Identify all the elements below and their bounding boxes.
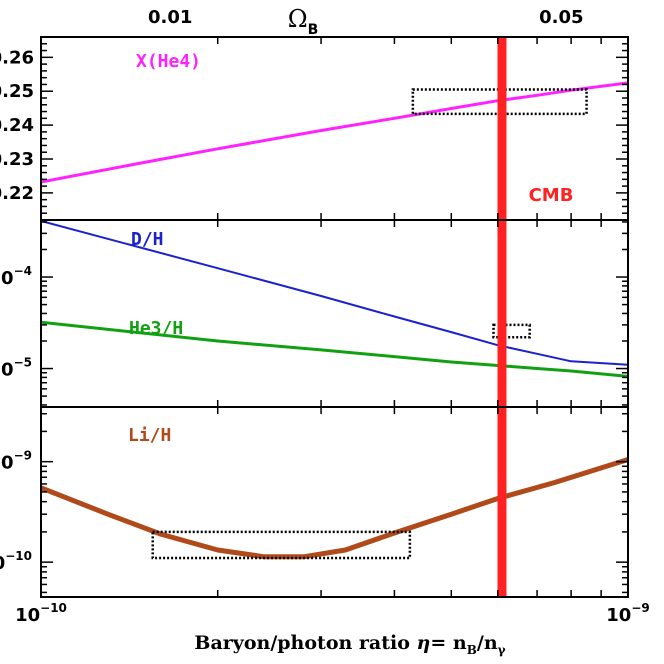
x-ticks-lithium — [216, 407, 602, 597]
y-tick-label: 0.22 — [0, 183, 34, 204]
cmb-band — [497, 37, 507, 597]
series-line-he3h — [41, 320, 628, 378]
x-tick-label-exponent: −10 — [40, 601, 67, 615]
x-tick-label-exponent: −9 — [631, 601, 649, 615]
y-tick-label: 0.26 — [0, 47, 34, 68]
x-tick-label-base: 10 — [606, 605, 631, 626]
series-label: D/H — [131, 229, 164, 250]
y-tick-label-base: 10 — [0, 360, 14, 381]
y-tick-label-base: 10 — [0, 453, 14, 474]
series-label: He3/H — [129, 318, 183, 339]
y-tick-label-base: 10 — [0, 268, 14, 289]
y-tick-label: 10−9 — [0, 449, 32, 474]
x-tick-label-base: 10 — [15, 605, 40, 626]
x-axis-title: Baryon/photon ratio η= nB/nγ — [194, 632, 505, 657]
x-tick-label: 10−10 — [15, 601, 67, 626]
y-tick-label: 10−5 — [0, 356, 32, 381]
y-ticks-helium — [41, 36, 628, 214]
y-tick-label: 10−10 — [0, 549, 32, 574]
series-line-dh — [41, 220, 628, 366]
cmb-label: CMB — [529, 185, 574, 206]
y-ticks-dh_he3 — [41, 221, 628, 406]
cmb-layer — [497, 37, 507, 597]
series-label: Li/H — [128, 425, 171, 446]
labels-layer: 0.220.230.240.250.26X(He4)10−410−5D/HHe3… — [0, 7, 650, 626]
y-tick-label-exponent: −10 — [5, 549, 32, 563]
observation-box — [151, 530, 412, 560]
top-tick-label: 0.05 — [539, 7, 583, 28]
x-tick-label: 10−9 — [606, 601, 649, 626]
x-ticks-dh_he3 — [216, 220, 602, 407]
ticks-layer — [41, 36, 628, 597]
y-tick-label-exponent: −5 — [14, 356, 32, 370]
series-label: X(He4) — [136, 51, 201, 72]
y-tick-label-exponent: −4 — [14, 264, 32, 278]
y-tick-label-exponent: −9 — [14, 449, 32, 463]
y-tick-label: 10−4 — [0, 264, 32, 289]
series-line-lih — [41, 457, 628, 560]
top-axis-title: ΩB — [288, 5, 319, 38]
x-ticks-helium — [216, 37, 602, 220]
y-tick-label: 0.24 — [0, 115, 34, 136]
y-ticks-lithium — [41, 412, 628, 594]
top-tick-label: 0.01 — [148, 7, 192, 28]
y-tick-label: 0.23 — [0, 149, 34, 170]
y-tick-label-base: 10 — [0, 553, 5, 574]
y-tick-label: 0.25 — [0, 81, 34, 102]
